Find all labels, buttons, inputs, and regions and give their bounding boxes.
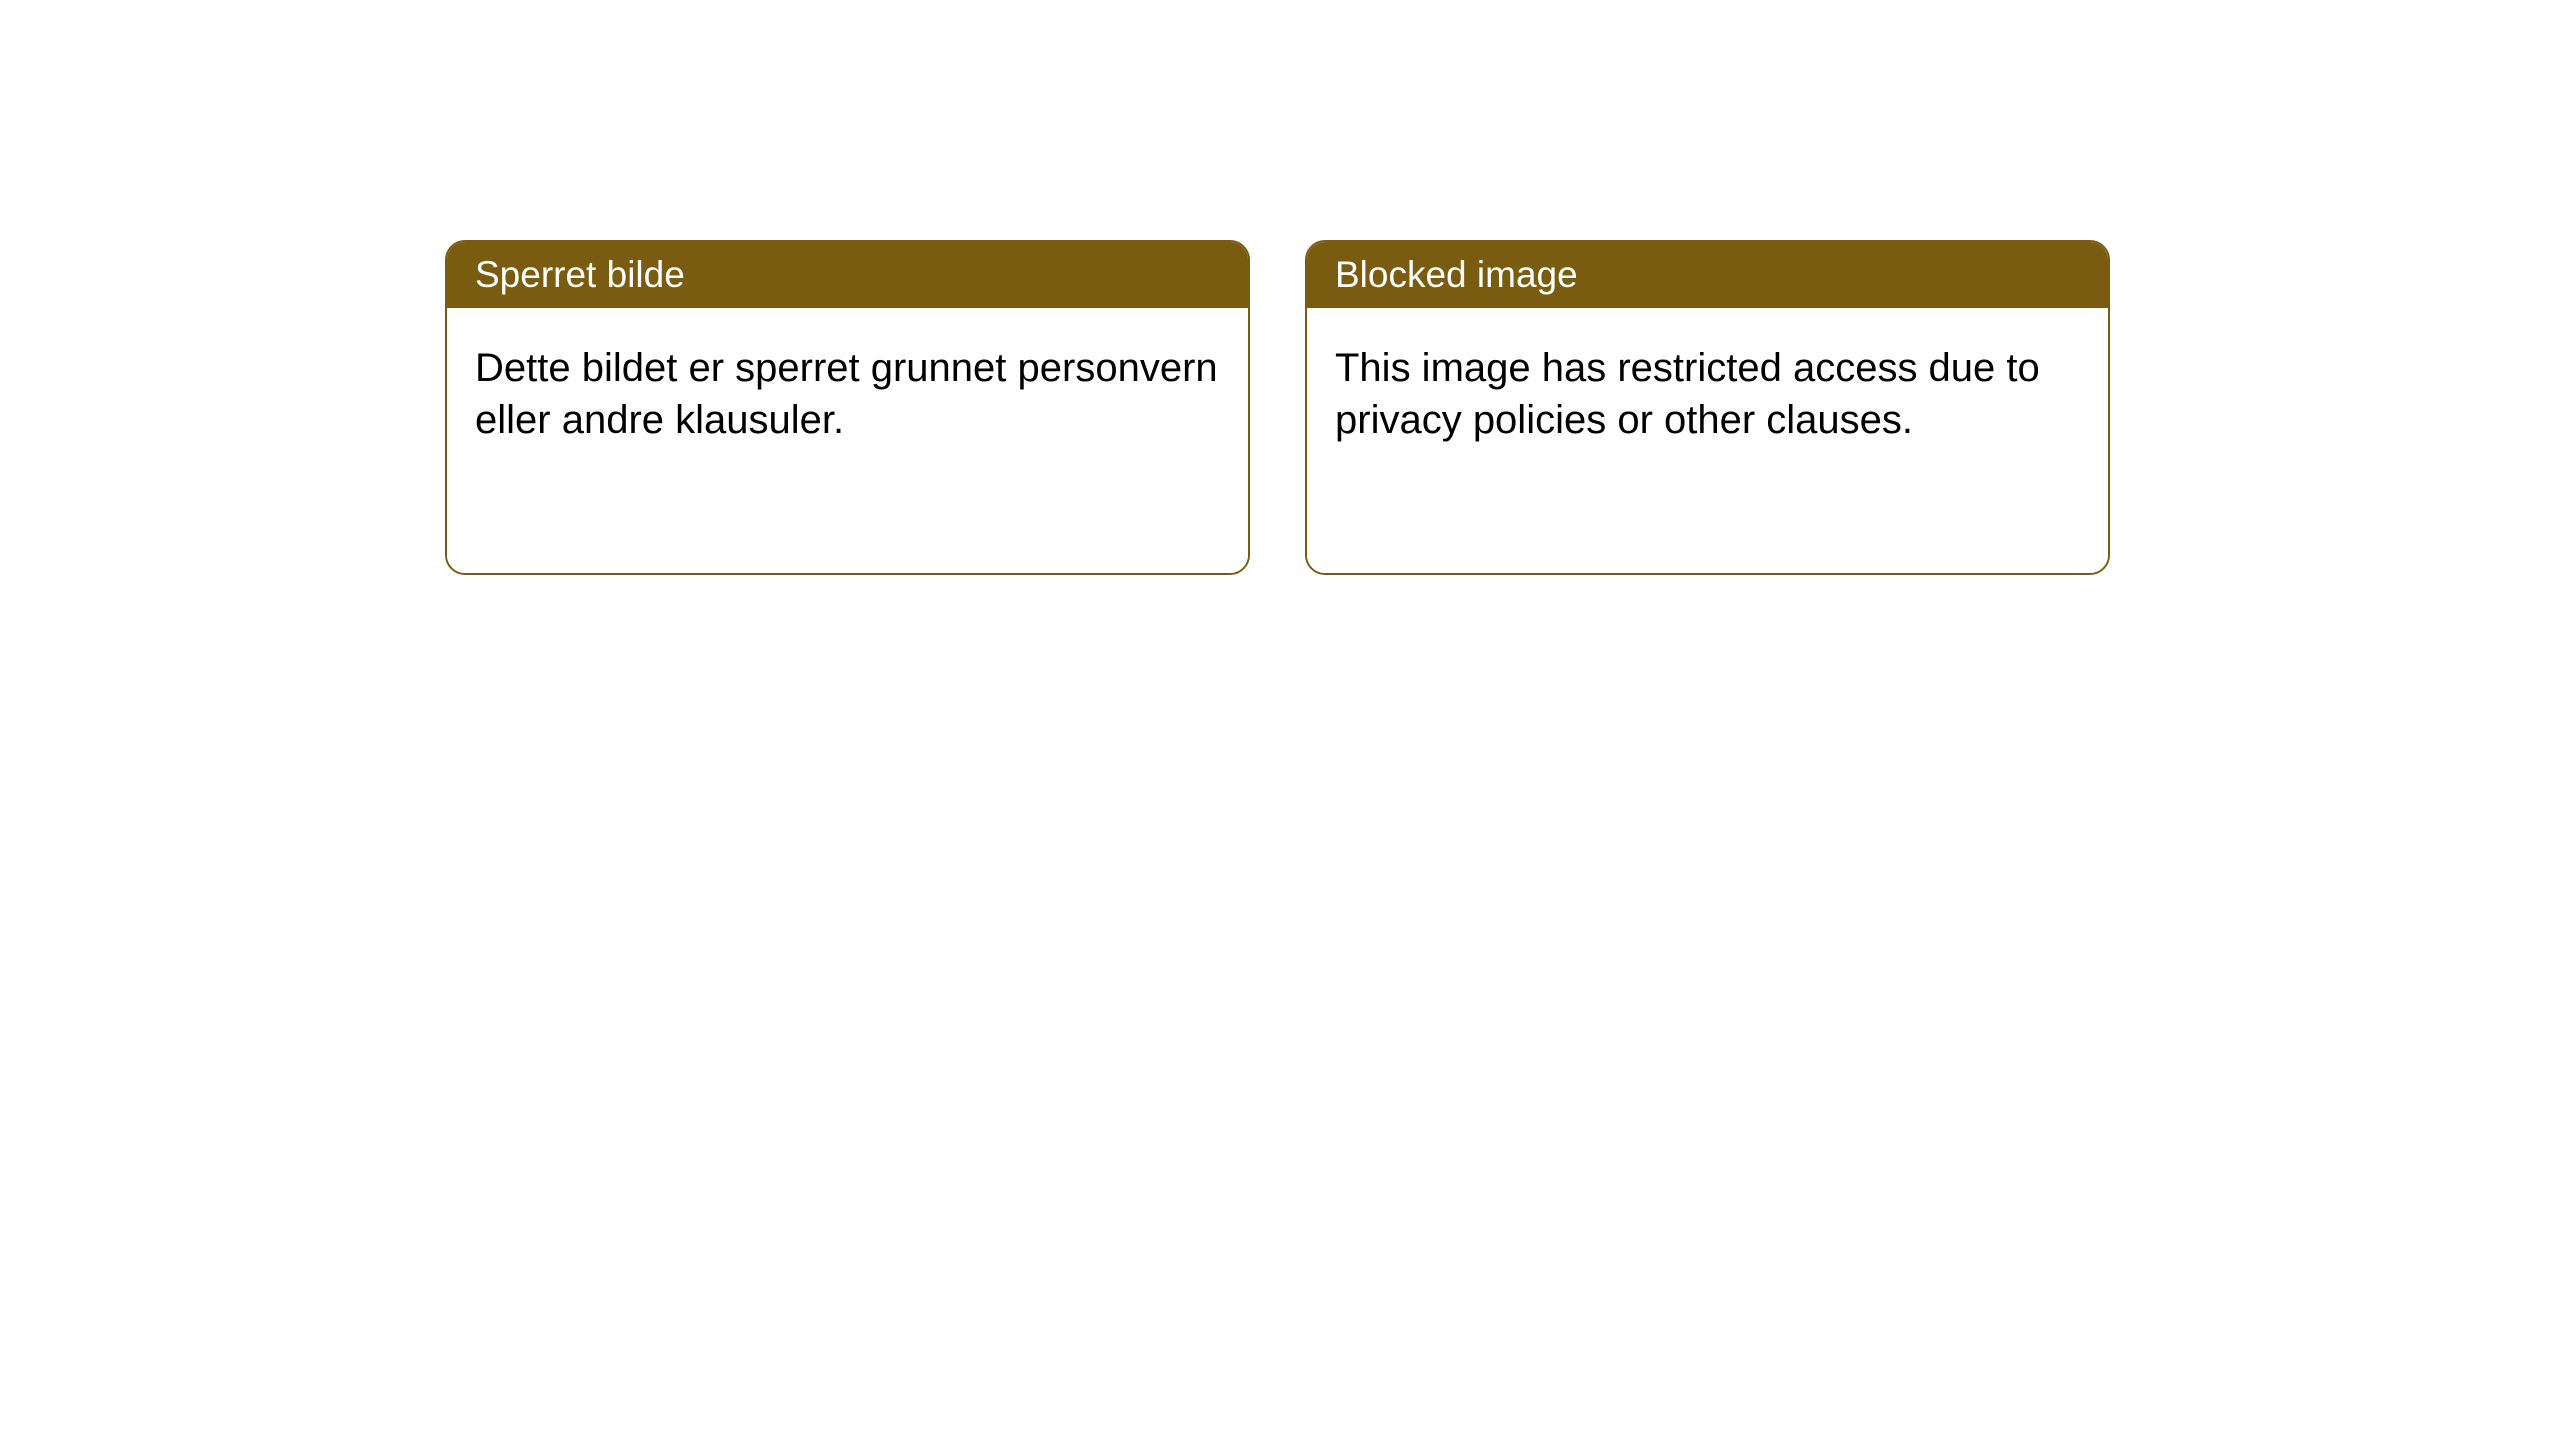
notice-body-english: This image has restricted access due to … [1307, 308, 2108, 573]
notice-title-norwegian: Sperret bilde [447, 242, 1248, 308]
notice-card-english: Blocked image This image has restricted … [1305, 240, 2110, 575]
notice-card-norwegian: Sperret bilde Dette bildet er sperret gr… [445, 240, 1250, 575]
notice-body-norwegian: Dette bildet er sperret grunnet personve… [447, 308, 1248, 573]
notice-title-english: Blocked image [1307, 242, 2108, 308]
notice-container: Sperret bilde Dette bildet er sperret gr… [0, 0, 2560, 575]
